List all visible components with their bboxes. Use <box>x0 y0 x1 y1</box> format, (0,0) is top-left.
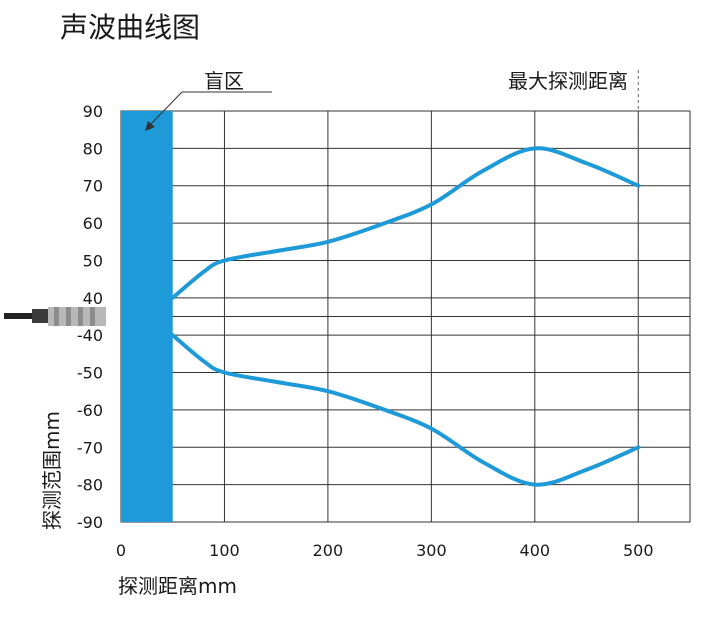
y-tick-label: 90 <box>83 102 103 121</box>
blind-zone-annotation <box>145 91 272 131</box>
chart-title: 声波曲线图 <box>60 11 201 44</box>
y-tick-label: -50 <box>77 364 103 383</box>
x-tick-label: 500 <box>623 541 654 560</box>
x-tick-labels: 0 100 200 300 400 500 <box>116 541 654 560</box>
blind-zone-label: 盲区 <box>204 69 244 93</box>
x-tick-label: 400 <box>520 541 551 560</box>
y-tick-label: 80 <box>83 139 103 158</box>
series-group <box>170 146 641 487</box>
y-tick-label: -60 <box>77 401 103 420</box>
y-tick-label: 60 <box>83 214 103 233</box>
y-tick-label: -40 <box>77 326 103 345</box>
blind-zone-band <box>121 111 173 522</box>
y-tick-labels: 90 80 70 60 50 40 -40 -50 -60 -70 -80 -90 <box>77 102 103 532</box>
y-tick-label: -70 <box>77 438 103 457</box>
x-tick-label: 300 <box>416 541 447 560</box>
series-line-lower <box>170 333 641 487</box>
sensor-icon <box>4 307 106 326</box>
x-axis-label: 探测距离mm <box>118 574 237 598</box>
y-tick-label: 70 <box>83 177 103 196</box>
y-tick-label: 40 <box>83 289 103 308</box>
y-tick-label: -80 <box>77 476 103 495</box>
series-line-upper <box>170 146 641 300</box>
y-axis-label: 探测范围mm <box>40 411 64 530</box>
max-distance-label: 最大探测距离 <box>508 69 628 93</box>
y-tick-label: 50 <box>83 251 103 270</box>
x-tick-label: 100 <box>209 541 240 560</box>
x-tick-label: 200 <box>313 541 344 560</box>
y-tick-label: -90 <box>77 513 103 532</box>
x-tick-label: 0 <box>116 541 126 560</box>
